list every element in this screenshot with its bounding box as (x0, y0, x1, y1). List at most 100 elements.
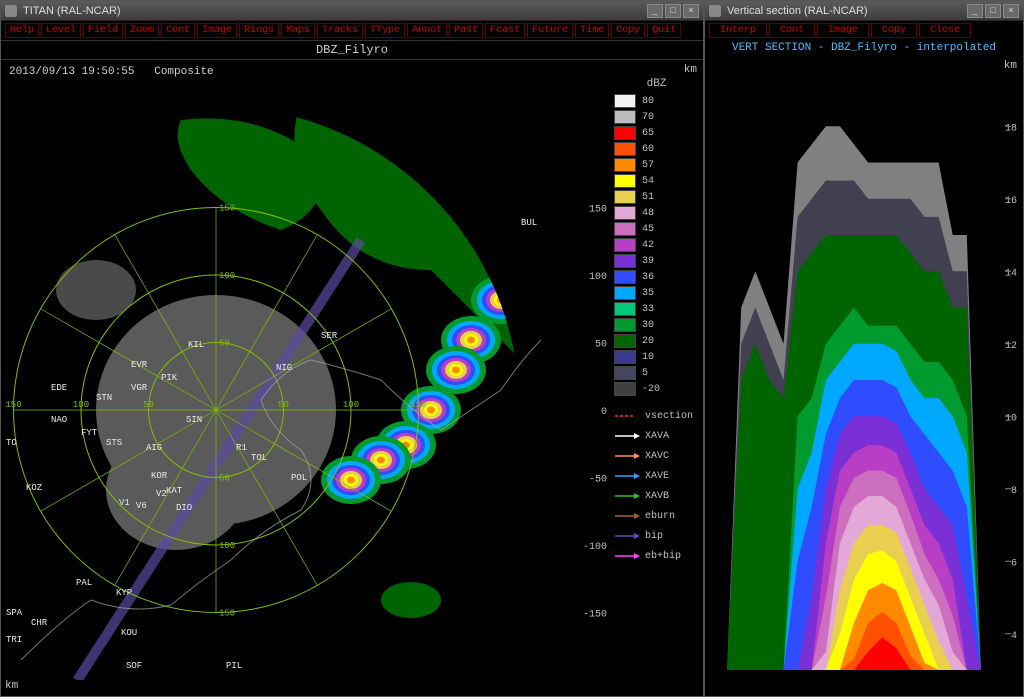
legend-value: 30 (642, 320, 654, 331)
menu-image[interactable]: Image (817, 23, 869, 38)
legend-value: 45 (642, 224, 654, 235)
legend-swatch (614, 142, 636, 156)
menu-time[interactable]: Time (575, 23, 609, 38)
legend-swatch (614, 110, 636, 124)
legend-value: 65 (642, 128, 654, 139)
main-menubar: HelpLevelFieldZoomContImageRingsMapsTrac… (1, 21, 703, 40)
legend-value: 20 (642, 336, 654, 347)
menu-annot[interactable]: Annot (407, 23, 447, 38)
legend-value: 48 (642, 208, 654, 219)
rhi-display[interactable]: VERT SECTION - DBZ_Filyro - interpolated… (705, 40, 1023, 696)
ppi-canvas[interactable]: 15015010010050505050100100150150-150-100… (1, 60, 613, 680)
svg-text:50: 50 (595, 340, 607, 351)
sec-titlebar[interactable]: Vertical section (RAL-NCAR) _ □ × (705, 1, 1023, 21)
svg-text:50: 50 (143, 400, 154, 410)
station-ede: EDE (51, 383, 67, 393)
ppi-display[interactable]: 2013/09/13 19:50:55 Composite km km 1501… (1, 60, 703, 696)
legend-value: 33 (642, 304, 654, 315)
menu-rings[interactable]: Rings (239, 23, 279, 38)
menu-copy[interactable]: Copy (611, 23, 645, 38)
legend-value: 35 (642, 288, 654, 299)
minimize-button[interactable]: _ (967, 4, 983, 18)
close-button[interactable]: × (683, 4, 699, 18)
station-v6: V6 (136, 501, 147, 511)
station-kou: KOU (121, 628, 137, 638)
menu-cont[interactable]: Cont (161, 23, 195, 38)
menu-cont[interactable]: Cont (769, 23, 815, 38)
close-button[interactable]: × (1003, 4, 1019, 18)
maximize-button[interactable]: □ (665, 4, 681, 18)
legend-arrow-label: bip (645, 531, 663, 542)
menu-help[interactable]: Help (5, 23, 39, 38)
legend-row: 30 (614, 317, 699, 333)
menu-level[interactable]: Level (41, 23, 81, 38)
legend-row: 35 (614, 285, 699, 301)
station-nig: NIG (276, 363, 292, 373)
maximize-button[interactable]: □ (985, 4, 1001, 18)
rhi-canvas[interactable]: 4681012141618 (705, 40, 1023, 680)
legend-arrow-label: eb+bip (645, 551, 681, 562)
svg-text:100: 100 (73, 400, 89, 410)
station-pik: PIK (161, 373, 178, 383)
menu-future[interactable]: Future (527, 23, 573, 38)
menu-close[interactable]: Close (919, 23, 971, 38)
legend-value: 36 (642, 272, 654, 283)
legend-swatch (614, 318, 636, 332)
km-label-tr: km (684, 64, 697, 76)
svg-text:100: 100 (343, 400, 359, 410)
menu-quit[interactable]: Quit (647, 23, 681, 38)
legend-row: 5 (614, 365, 699, 381)
legend-swatch (614, 254, 636, 268)
menu-interp[interactable]: Interp (709, 23, 767, 38)
legend-arrow-label: XAVB (645, 491, 669, 502)
station-tol: TOL (251, 453, 267, 463)
legend-swatch (614, 334, 636, 348)
svg-text:50: 50 (219, 339, 230, 349)
minimize-button[interactable]: _ (647, 4, 663, 18)
svg-text:0: 0 (601, 407, 607, 418)
vert-section-window: Vertical section (RAL-NCAR) _ □ × Interp… (704, 0, 1024, 697)
main-titlebar[interactable]: TITAN (RAL-NCAR) _ □ × (1, 1, 703, 21)
station-koz: KOZ (26, 483, 43, 493)
legend-arrow-row: XAVE (614, 467, 699, 485)
legend-swatch (614, 94, 636, 108)
svg-text:50: 50 (219, 474, 230, 484)
station-stn: STN (96, 393, 112, 403)
station-ser: SER (321, 331, 338, 341)
legend-row: 33 (614, 301, 699, 317)
legend-arrow-label: XAVC (645, 451, 669, 462)
legend-row: 65 (614, 125, 699, 141)
legend-value: -20 (642, 384, 660, 395)
station-to: TO (6, 438, 17, 448)
legend-row: 20 (614, 333, 699, 349)
menu-maps[interactable]: Maps (281, 23, 315, 38)
station-kor: KOR (151, 471, 168, 481)
svg-text:6: 6 (1011, 558, 1017, 569)
svg-text:10: 10 (1005, 413, 1017, 424)
station-fyt: FYT (81, 428, 98, 438)
legend-row: -20 (614, 381, 699, 397)
menu-past[interactable]: Past (449, 23, 483, 38)
station-dio: DIO (176, 503, 192, 513)
menu-ttype[interactable]: TType (365, 23, 405, 38)
menu-image[interactable]: Image (197, 23, 237, 38)
menu-fcast[interactable]: Fcast (485, 23, 525, 38)
station-pil: PIL (226, 661, 242, 671)
legend-arrow-row: XAVB (614, 487, 699, 505)
station-sin: SIN (186, 415, 202, 425)
legend-row: 48 (614, 205, 699, 221)
legend-swatch (614, 174, 636, 188)
legend-swatch (614, 190, 636, 204)
legend-swatch (614, 238, 636, 252)
svg-text:-100: -100 (583, 542, 607, 553)
station-vgr: VGR (131, 383, 148, 393)
legend-row: 80 (614, 93, 699, 109)
menu-field[interactable]: Field (83, 23, 123, 38)
svg-text:8: 8 (1011, 486, 1017, 497)
legend-arrow-label: vsection (645, 411, 693, 422)
menu-copy[interactable]: Copy (871, 23, 917, 38)
menu-zoom[interactable]: Zoom (125, 23, 159, 38)
legend-value: 54 (642, 176, 654, 187)
station-chr: CHR (31, 618, 48, 628)
menu-tracks[interactable]: Tracks (317, 23, 363, 38)
